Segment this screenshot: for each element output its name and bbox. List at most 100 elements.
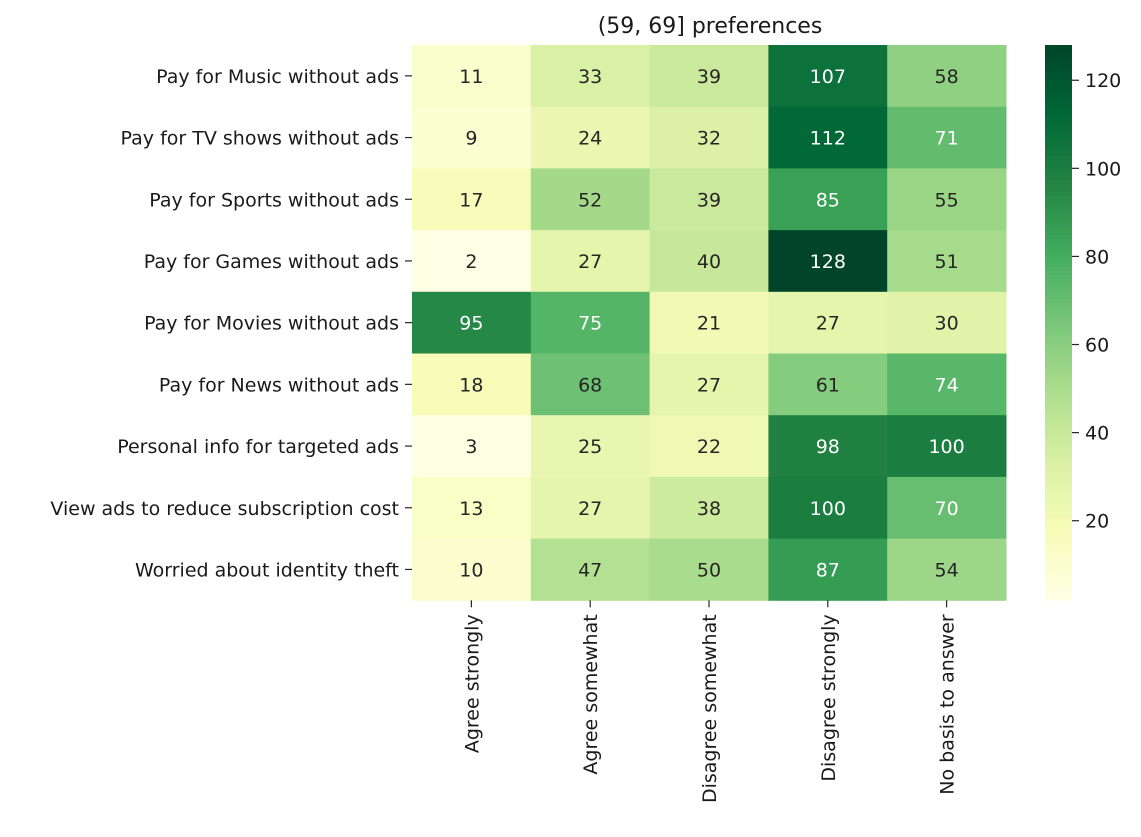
heatmap-cell xyxy=(768,45,888,108)
cell-value-label: 13 xyxy=(459,498,483,520)
colorbar-segment xyxy=(1045,48,1072,54)
heatmap-cell xyxy=(530,168,651,231)
colorbar-segment xyxy=(1045,433,1072,439)
colorbar-segment xyxy=(1045,108,1072,113)
cell-value-label: 87 xyxy=(816,559,840,581)
row-label: Pay for Sports without ads xyxy=(149,189,399,211)
heatmap-cell xyxy=(768,106,888,169)
colorbar-segment xyxy=(1045,370,1072,375)
colorbar-segment xyxy=(1045,175,1072,181)
colorbar-segment xyxy=(1045,294,1072,300)
colorbar-segment xyxy=(1045,500,1072,506)
colorbar-segment xyxy=(1045,362,1072,367)
colorbar-segment xyxy=(1045,536,1072,542)
colorbar-segment xyxy=(1045,366,1072,371)
cell-value-label: 71 xyxy=(935,128,959,150)
colorbar-segment xyxy=(1045,520,1072,526)
heatmap-cell xyxy=(649,415,769,478)
cell-value-label: 128 xyxy=(810,251,846,273)
row-label: Pay for Games without ads xyxy=(144,251,399,273)
cell-value-label: 33 xyxy=(578,66,602,88)
colorbar-segment xyxy=(1045,326,1072,332)
colorbar-segment xyxy=(1045,179,1072,185)
colorbar-segment xyxy=(1045,592,1072,597)
colorbar-segment xyxy=(1045,310,1072,316)
colorbar-tick-label: 60 xyxy=(1085,335,1109,357)
heatmap-cell xyxy=(530,291,651,354)
colorbar-segment xyxy=(1045,140,1072,145)
colorbar-segment xyxy=(1045,112,1072,117)
colorbar-segment xyxy=(1045,568,1072,573)
colorbar-segment xyxy=(1045,207,1072,213)
colorbar-segment xyxy=(1045,508,1072,514)
colorbar-segment xyxy=(1045,314,1072,320)
colorbar-segment xyxy=(1045,413,1072,419)
heatmap-cell xyxy=(768,476,888,540)
colorbar-segment xyxy=(1045,445,1072,450)
colorbar-segment xyxy=(1045,124,1072,129)
cell-value-label: 27 xyxy=(697,374,721,396)
heatmap-cell xyxy=(649,353,769,416)
heatmap-cell xyxy=(412,106,532,169)
cell-value-label: 98 xyxy=(816,436,840,458)
colorbar-segment xyxy=(1045,120,1072,125)
heatmap-cells: 11 33 39 107 58 9 24 32 112 71 17 52 39 85 55 2 27 40 128 5… xyxy=(412,45,1007,601)
row-labels: Pay for Music without ads Pay for TV show… xyxy=(50,66,412,581)
heatmap-cell xyxy=(649,106,769,169)
colorbar-segment xyxy=(1045,560,1072,565)
cell-value-label: 38 xyxy=(697,498,721,520)
cell-value-label: 24 xyxy=(578,128,602,150)
colorbar-segment xyxy=(1045,64,1072,70)
colorbar-segment xyxy=(1045,548,1072,554)
row-label: Worried about identity theft xyxy=(135,559,399,581)
colorbar-segment xyxy=(1045,191,1072,197)
colorbar-segment xyxy=(1045,516,1072,522)
cell-value-label: 27 xyxy=(578,251,602,273)
colorbar-segment xyxy=(1045,128,1072,133)
column-label: No basis to answer xyxy=(937,614,959,795)
heatmap-cell xyxy=(530,353,651,416)
heatmap-cell xyxy=(649,45,769,108)
heatmap-cell xyxy=(649,291,769,354)
colorbar-segment xyxy=(1045,358,1072,363)
chart-title: (59, 69] preferences xyxy=(598,14,823,39)
colorbar-tick-label: 100 xyxy=(1085,158,1121,180)
colorbar-segment xyxy=(1045,104,1072,110)
colorbar-segment xyxy=(1045,255,1072,260)
colorbar-segment xyxy=(1045,152,1072,157)
cell-value-label: 39 xyxy=(697,189,721,211)
heatmap-cell xyxy=(412,415,532,478)
colorbar-segment xyxy=(1045,318,1072,324)
cell-value-label: 112 xyxy=(810,128,846,150)
row-label: View ads to reduce subscription cost xyxy=(50,498,399,520)
heatmap-cell xyxy=(412,353,532,416)
colorbar-segment xyxy=(1045,429,1072,435)
colorbar-segment xyxy=(1045,397,1072,403)
colorbar-segment xyxy=(1045,52,1072,58)
colorbar-segment xyxy=(1045,342,1072,347)
cell-value-label: 2 xyxy=(465,251,477,273)
colorbar-segment xyxy=(1045,298,1072,304)
colorbar-segment xyxy=(1045,302,1072,308)
heatmap-cell xyxy=(530,45,651,108)
colorbar-segment xyxy=(1045,159,1072,165)
cell-value-label: 107 xyxy=(810,66,846,88)
colorbar-segment xyxy=(1045,584,1072,589)
cell-value-label: 74 xyxy=(935,374,959,396)
heatmap-cell xyxy=(530,538,651,601)
colorbar-segment xyxy=(1045,263,1072,268)
row-label: Pay for News without ads xyxy=(159,374,399,396)
colorbar-segment xyxy=(1045,564,1072,569)
colorbar-segment xyxy=(1045,84,1072,90)
cell-value-label: 68 xyxy=(578,374,602,396)
colorbar-segment xyxy=(1045,267,1072,272)
cell-value-label: 27 xyxy=(578,498,602,520)
heatmap-cell xyxy=(887,230,1007,293)
colorbar-segment xyxy=(1045,350,1072,355)
colorbar-segment xyxy=(1045,195,1072,201)
row-label: Pay for Movies without ads xyxy=(144,313,399,335)
colorbar-segment xyxy=(1045,144,1072,149)
colorbar-segment xyxy=(1045,100,1072,106)
colorbar-segment xyxy=(1045,385,1072,391)
